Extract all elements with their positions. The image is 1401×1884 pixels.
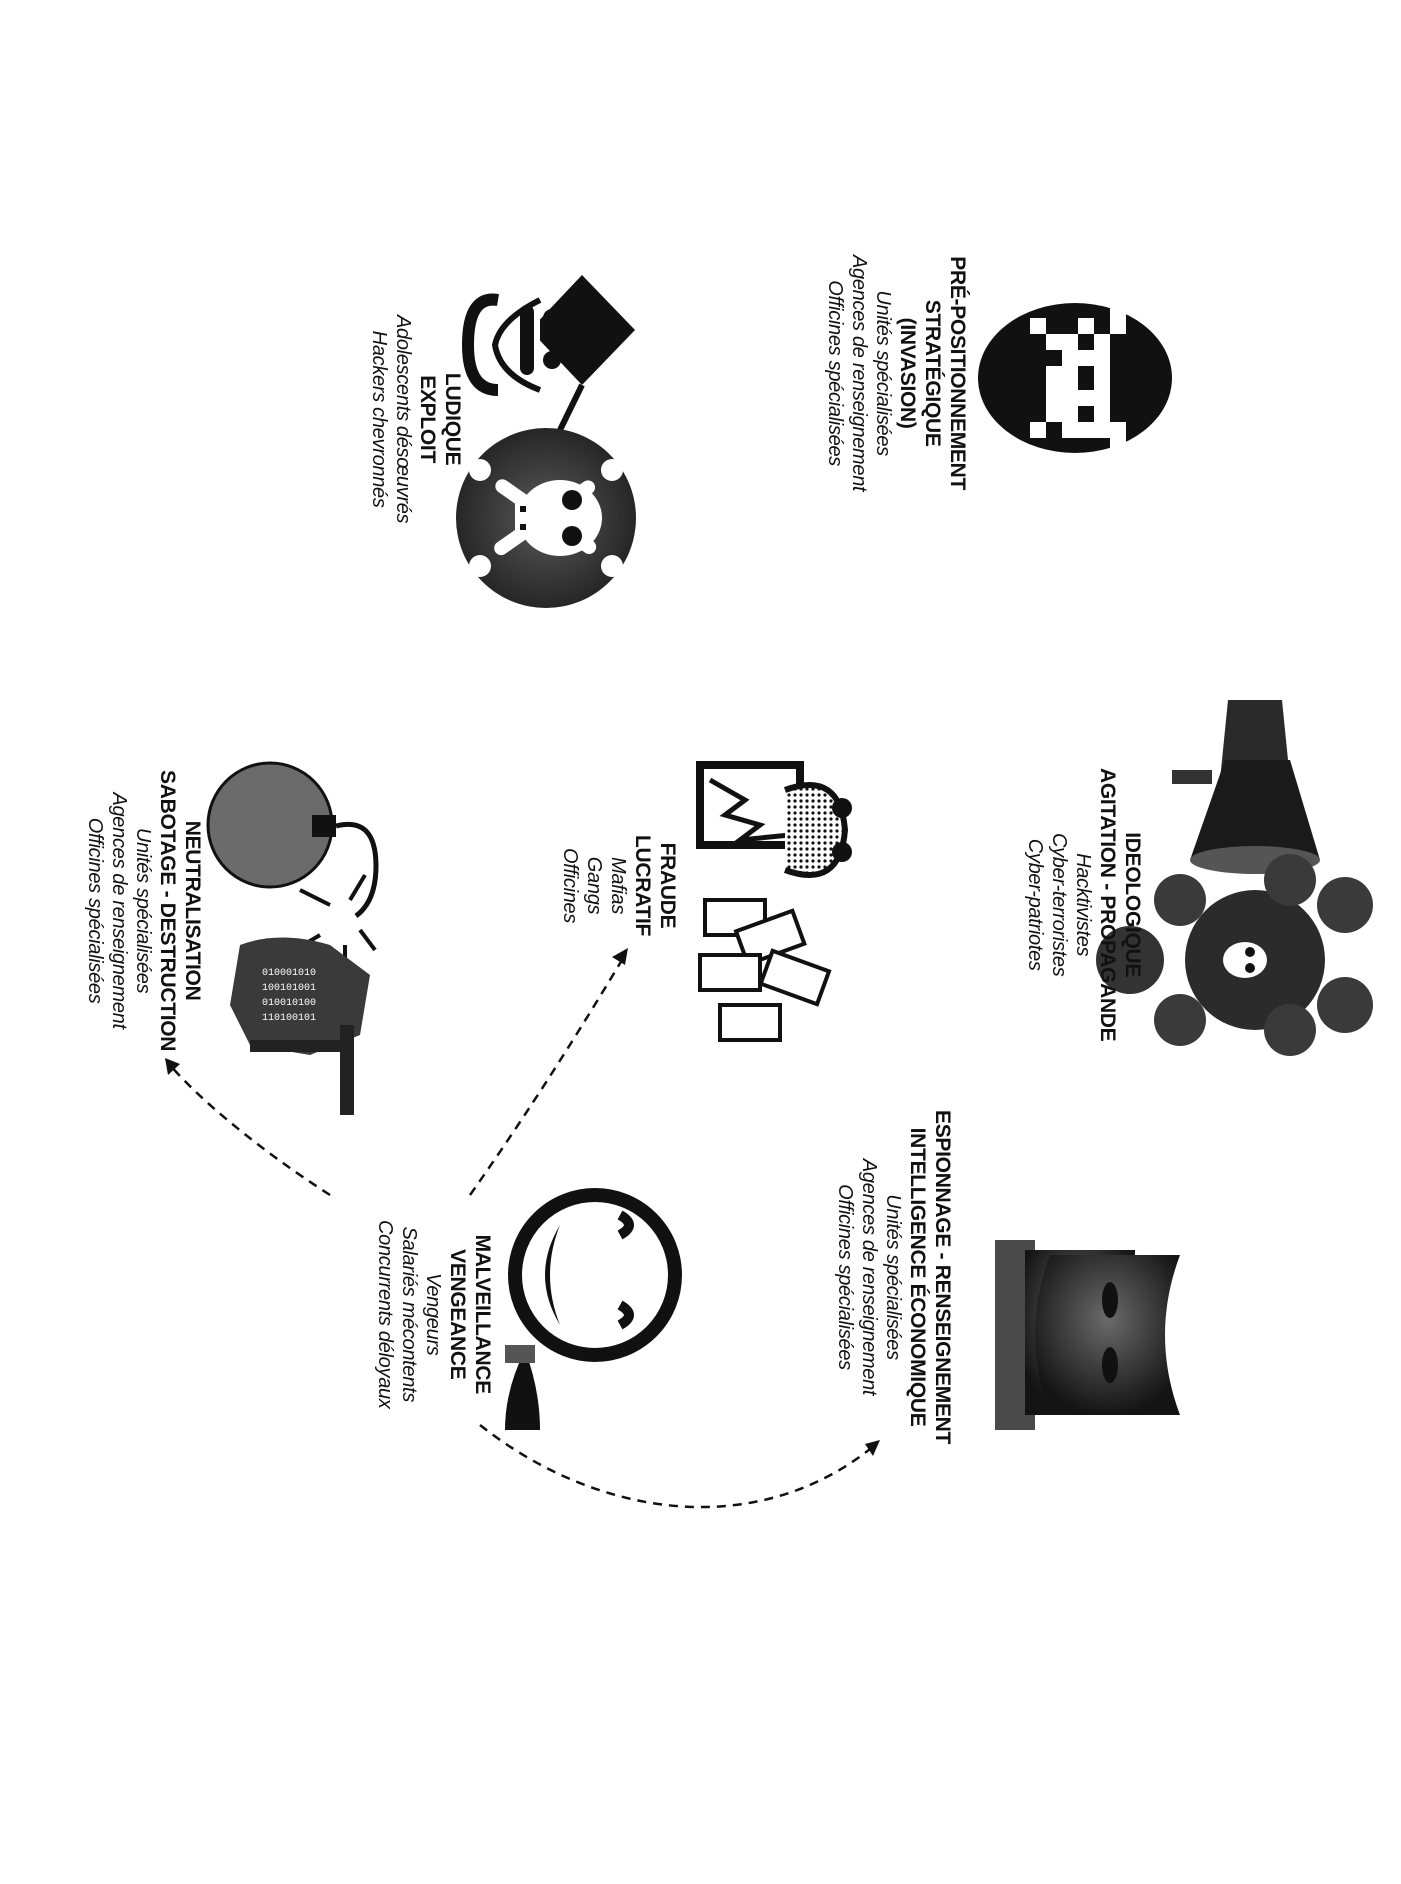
arrows [169,954,876,1509]
svg-text:010001010: 010001010 [262,968,316,979]
actor-line: Officines spécialisées [84,817,106,1004]
category-ludique: LUDIQUE EXPLOIT Adolescents désœuvrés Ha… [367,315,465,523]
category-neutralisation: NEUTRALISATION SABOTAGE - DESTRUCTION Un… [83,770,205,1051]
money-thief-icon [696,761,852,1042]
actor-line: Salariés mécontents [398,1226,420,1403]
binary-soldier-icon: 010001010 100101001 010010100 110100101 [230,937,370,1115]
actor-line: Cyber-terroristes [1048,832,1070,977]
category-ideologique: IDEOLOGIQUE AGITATION - PROPAGANDE Hackt… [1023,768,1145,1041]
actor-line: Cyber-patriotes [1024,838,1046,971]
megaphone-icon [1172,700,1320,874]
grinning-knife-icon [505,1188,682,1430]
skull-crossbones-icon [456,428,636,608]
spy-hat-icon [995,1240,1180,1430]
actor-line: Unités spécialisées [132,827,154,994]
actor-line: Concurrents déloyaux [374,1220,396,1409]
space-invader-icon [978,302,1172,454]
actor-line: Officines spécialisées [824,280,846,466]
title-line: SABOTAGE - DESTRUCTION [156,770,179,1052]
skull-explosion-icon [1096,854,1373,1056]
title-line: FRAUDE [656,842,679,929]
category-prepositionnement: PRÉ-POSITIONNEMENT STRATÉGIQUE (INVASION… [823,255,970,491]
title-line: (INVASION) [896,317,919,429]
graduate-hacker-icon [461,275,635,432]
category-malveillance: MALVEILLANCE VENGEANCE Vengeurs Salariés… [373,1220,495,1409]
arrow-malveillance-fraude [468,954,627,1196]
svg-text:110100101: 110100101 [262,1013,316,1024]
title-line: INTELLIGENCE ÉCONOMIQUE [906,1127,929,1427]
actor-line: Agences de renseignement [108,792,130,1029]
arrow-malveillance-espionnage [479,1424,876,1509]
arrow-malveillance-neutralisation [169,1064,331,1197]
title-line: IDEOLOGIQUE [1121,832,1144,978]
title-line: NEUTRALISATION [181,820,204,1001]
actor-line: Officines [559,847,581,924]
actor-line: Officines spécialisées [834,1184,856,1370]
actor-line: Agences de renseignement [848,255,870,492]
title-line: LUDIQUE [441,372,464,466]
title-line: LUCRATIF [631,835,654,937]
arrowhead-neutralisation [165,1058,180,1075]
title-line: PRÉ-POSITIONNEMENT [946,256,969,491]
category-espionnage: ESPIONNAGE - RENSEIGNEMENT INTELLIGENCE … [833,1110,955,1444]
actor-line: Adolescents désœuvrés [392,315,414,524]
title-line: STRATÉGIQUE [921,299,944,447]
title-line: VENGEANCE [446,1249,469,1380]
actor-line: Gangs [583,856,605,915]
actor-line: Hackers chevronnés [368,330,390,508]
arrowhead-espionnage [865,1440,880,1456]
title-line: MALVEILLANCE [471,1234,494,1394]
svg-text:010010100: 010010100 [262,998,316,1009]
bomb-icon [206,761,379,970]
svg-text:100101001: 100101001 [262,983,316,994]
actor-line: Mafias [607,856,629,915]
title-line: EXPLOIT [416,375,439,463]
actor-line: Vengeurs [422,1273,444,1356]
title-line: AGITATION - PROPAGANDE [1096,768,1119,1042]
category-fraude: FRAUDE LUCRATIF Mafias Gangs Officines [558,835,680,936]
title-line: ESPIONNAGE - RENSEIGNEMENT [931,1110,954,1445]
actor-line: Unités spécialisées [872,290,894,456]
actor-line: Unités spécialisées [882,1194,904,1360]
actor-line: Agences de renseignement [858,1158,880,1396]
actor-line: Hacktivistes [1072,853,1094,957]
arrowhead-fraude [612,948,628,965]
